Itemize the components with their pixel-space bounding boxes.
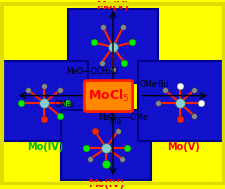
Text: Mo(V): Mo(V) [166, 142, 198, 152]
Bar [137, 61, 223, 141]
Bar [2, 61, 88, 141]
Text: Mo(IV): Mo(IV) [27, 142, 63, 152]
Text: MeO——OMe: MeO——OMe [98, 113, 147, 122]
Bar [68, 9, 158, 83]
Bar [61, 110, 151, 180]
Text: Me: Me [98, 117, 121, 126]
Text: OMeᵗBu: OMeᵗBu [140, 80, 169, 89]
Text: OMe₂: OMe₂ [54, 100, 74, 109]
FancyBboxPatch shape [84, 81, 132, 112]
Text: Mo(IV): Mo(IV) [88, 179, 124, 189]
Text: Mo(V): Mo(V) [96, 1, 129, 11]
Text: MeO—OCH₂Cl: MeO—OCH₂Cl [66, 67, 118, 76]
Text: MoCl$_5$: MoCl$_5$ [87, 88, 129, 104]
